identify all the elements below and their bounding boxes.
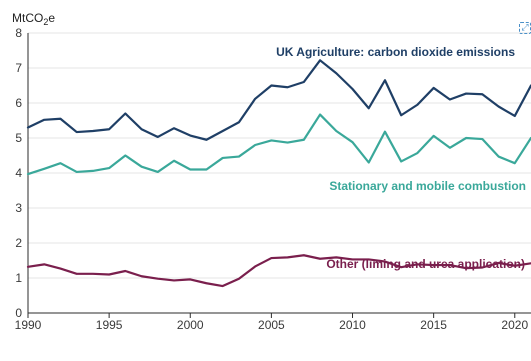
series-label-co2-total: UK Agriculture: carbon dioxide emissions (276, 45, 515, 59)
series-line-combustion (26, 113, 531, 176)
x-tick-label: 2015 (420, 318, 447, 332)
series-label-combustion: Stationary and mobile combustion (329, 179, 526, 193)
series-line-other (26, 254, 531, 288)
y-unit-subscript: 2 (43, 17, 48, 27)
x-tick-label: 2010 (339, 318, 366, 332)
series-label-other: Other (liming and urea application) (326, 257, 525, 271)
series-line-co2-total (26, 59, 531, 141)
x-tick-label: 1990 (15, 318, 42, 332)
y-tick-label: 8 (15, 26, 22, 40)
y-unit-main: MtCO (12, 11, 43, 25)
expand-icon: ⤢ (521, 23, 529, 33)
y-unit-label: MtCO2e (12, 11, 55, 27)
x-tick-label: 2020 (501, 318, 528, 332)
x-tick-label: 2000 (177, 318, 204, 332)
y-tick-label: 7 (15, 61, 22, 75)
y-tick-label: 4 (15, 166, 22, 180)
y-tick-label: 6 (15, 96, 22, 110)
y-tick-label: 3 (15, 201, 22, 215)
y-tick-label: 5 (15, 131, 22, 145)
expand-chart-button[interactable]: ⤢ (519, 22, 531, 34)
y-tick-label: 2 (15, 236, 22, 250)
x-tick-label: 1995 (96, 318, 123, 332)
y-tick-label: 0 (15, 306, 22, 320)
x-tick-label: 2005 (258, 318, 285, 332)
y-tick-label: 1 (15, 271, 22, 285)
y-unit-suffix: e (48, 11, 55, 25)
